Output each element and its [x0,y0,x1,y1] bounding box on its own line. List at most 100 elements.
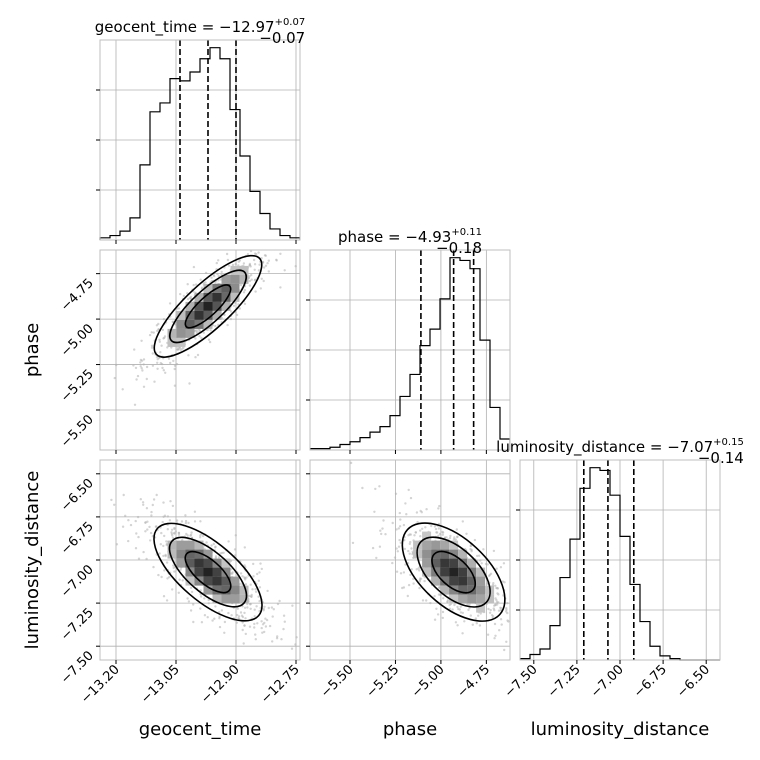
sample-point [252,258,256,262]
density-cell [221,594,231,604]
density-cell [212,301,222,311]
sample-point [169,361,172,365]
sample-point [393,556,397,559]
sample-point [162,595,166,598]
sample-point [255,605,258,608]
sample-point [134,547,138,550]
sample-point [461,632,464,635]
density-cell [221,558,231,568]
sample-point [236,607,239,610]
sample-point [256,622,259,625]
density-cell [203,301,213,311]
sample-point [159,543,162,546]
sample-point [184,519,188,523]
sample-point [282,614,286,617]
sample-point [163,534,166,538]
sample-point [179,292,182,296]
sample-point [172,359,175,363]
density-cell [440,576,450,586]
sample-point [415,568,418,571]
sample-point [466,603,469,606]
sample-point [494,584,497,587]
contour-level [153,254,263,358]
xlabel-geocent-time: geocent_time [139,719,262,740]
sample-point [242,642,245,645]
sample-point [159,351,162,354]
sample-point [179,568,182,571]
title-main: geocent_time = −12.97 [95,18,275,37]
sample-point [264,617,267,620]
sample-point [162,544,165,548]
sample-point [381,527,384,530]
density-cell [194,301,204,311]
sample-point [192,603,195,606]
sample-point [437,527,441,530]
sample-point [500,623,503,626]
density-cell [176,549,186,559]
contour-level [416,536,491,608]
sample-point [156,329,159,333]
density-cell [485,594,495,604]
sample-point [160,362,164,366]
sample-point [452,538,456,541]
density-cell [431,576,441,586]
sample-point [171,536,175,539]
density-cell [167,328,177,338]
sample-point [264,264,268,267]
density-cell [185,310,195,320]
sample-point [413,534,416,537]
sample-point [135,378,138,381]
sample-point [436,613,440,616]
sample-point [250,273,253,277]
sample-point [457,607,460,611]
sample-point [213,274,216,278]
density-cell [440,549,450,559]
density-cell [221,301,231,311]
sample-point [263,605,266,608]
sample-point [173,384,177,387]
sample-point [206,616,209,619]
sample-point [495,567,498,570]
sample-point [145,507,149,510]
sample-point [173,367,176,371]
sample-point [144,530,147,533]
density-cell [176,319,186,329]
sample-point [145,377,148,381]
sample-point [480,562,483,565]
title-upper-error: +0.07 [275,17,306,28]
sample-point [173,532,176,535]
sample-point [384,533,387,536]
sample-point [435,531,439,534]
sample-point [240,614,244,617]
sample-point [239,611,243,614]
sample-point [189,586,193,589]
sample-point [295,636,298,639]
density-cell [239,274,249,284]
sample-point [271,615,274,618]
sample-point [259,562,262,565]
sample-point [430,524,433,528]
sample-point [124,514,127,517]
sample-point [438,504,441,508]
sample-point [217,279,220,282]
sample-point [442,597,445,600]
sample-point [257,595,260,598]
density-cell [458,585,468,595]
sample-point [171,534,174,537]
sample-point [349,461,353,465]
sample-point [258,571,261,574]
density-cell [167,540,177,550]
sample-point [227,540,230,543]
density-cell [185,576,195,586]
sample-point [260,257,263,260]
sample-point [506,619,509,622]
sample-point [394,492,398,495]
sample-point [429,601,432,605]
contour-level [401,522,506,622]
sample-point [244,617,247,620]
density-cell [440,567,450,577]
sample-point [150,514,153,517]
sample-point [199,595,203,598]
sample-point [152,331,155,334]
sample-point [145,365,149,369]
